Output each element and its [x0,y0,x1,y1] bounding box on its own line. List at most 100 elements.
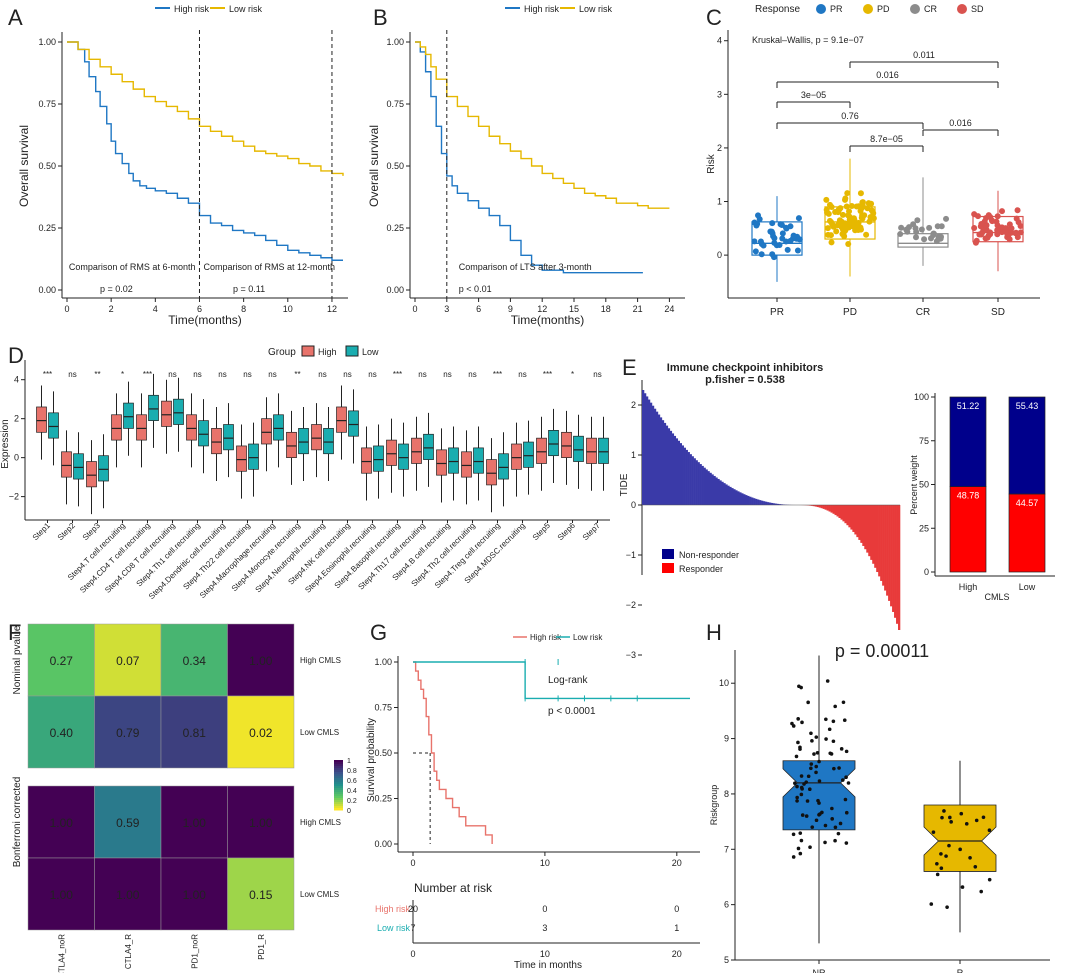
point-c [776,242,783,249]
tide-bar [665,425,669,505]
point-c [855,203,862,210]
risk-x-tick-label: 10 [540,949,550,959]
box-d [186,414,197,441]
tide-bar [818,505,821,508]
point-h [947,843,951,848]
tide-bar [828,505,831,512]
heatmap-cell [94,857,162,931]
x-tick-label-a: 4 [153,304,158,314]
tide-bar [772,503,776,505]
tide-bar [834,505,837,516]
x-axis-label-b: Time(months) [511,313,585,327]
logrank-label: Log-rank [548,675,588,686]
bar-label-resp-1: 44.57 [1016,498,1039,508]
y-tick-label-c: 2 [717,143,722,153]
point-h [960,885,965,889]
point-h [808,787,812,792]
tide-bar [651,405,655,505]
point-c [989,218,996,225]
point-c [864,205,871,212]
y-axis-label-e2: Percent weight [909,455,919,515]
heatmap-value: 1.00 [183,816,207,830]
heatmap-cell [227,623,295,697]
point-c [837,205,844,212]
point-c [1008,225,1015,232]
point-c [971,225,978,232]
point-c [769,220,776,227]
point-h [800,720,804,725]
x-tick-label-h-R: R [957,968,964,973]
point-h [824,737,828,741]
title-e-2: p.fisher = 0.538 [705,374,785,386]
bracket-label-c-2: 3e−05 [801,90,826,100]
scale-segment [334,782,343,785]
heatmap-cell [27,623,95,697]
bracket-label-c-5: 0.016 [949,118,972,128]
tide-bar [753,498,756,505]
y-axis-label-g: Survival probability [366,718,377,802]
scale-segment [334,772,343,775]
kruskal-label: Kruskal–Wallis, p = 9.1e−07 [752,35,864,45]
note-lts: Comparison of LTS after 3-month [459,262,592,272]
point-c [845,222,852,229]
point-c [828,239,835,246]
point-c [824,225,831,232]
legend-title-d: Group [268,347,296,358]
box-d [511,443,522,470]
point-c [771,239,778,246]
point-h [846,781,851,785]
tide-bar [894,505,897,618]
scale-segment [334,794,343,797]
legend-label-high: High risk [174,4,210,14]
heatmap-cell [94,623,162,697]
heatmap-value: 0.02 [249,726,273,740]
box-d [273,414,284,441]
point-c [836,220,843,227]
point-h [810,825,815,829]
tide-bar [848,505,851,528]
point-c [927,235,934,242]
tide-bar [715,477,718,505]
tide-bar [713,475,716,505]
heatmap-row-label: High CMLS [300,656,341,665]
box-d [373,445,384,472]
box-d [536,437,547,464]
point-c [984,234,991,241]
box-d [561,431,572,458]
scale-label: 0.6 [347,778,357,785]
legend-label-c-PR: PR [830,4,843,14]
point-h [939,866,944,871]
point-c [828,204,835,211]
point-h [831,739,836,744]
tide-bar [763,501,766,505]
bar-label-nonresp-1: 55.43 [1016,401,1039,411]
y-tick-label-e: −1 [626,550,636,560]
point-h [810,739,814,743]
tide-bar [757,499,760,505]
risk-low-count: 1 [674,923,679,933]
tide-bar [645,396,649,505]
box-d [173,398,184,425]
tide-bar [876,505,879,573]
heatmap-cell [227,695,295,769]
point-c [784,246,791,253]
tide-bar [679,443,682,505]
box-d [348,410,359,437]
box-d [148,394,159,421]
tide-bar [723,483,726,505]
point-c [912,234,919,241]
box-d [73,453,84,480]
point-h [840,778,845,782]
tide-bar [677,440,681,505]
point-h [844,749,849,754]
sig-label-d: ns [518,370,526,379]
box-d [123,402,134,429]
point-c [827,232,834,239]
point-h [945,905,949,909]
point-h [827,727,832,732]
sig-label-d: ns [318,370,326,379]
point-c [842,195,849,202]
y-tick-label-a: 0.25 [38,223,56,233]
y-tick-label-d: 2 [14,414,19,424]
tide-bar [721,481,724,505]
